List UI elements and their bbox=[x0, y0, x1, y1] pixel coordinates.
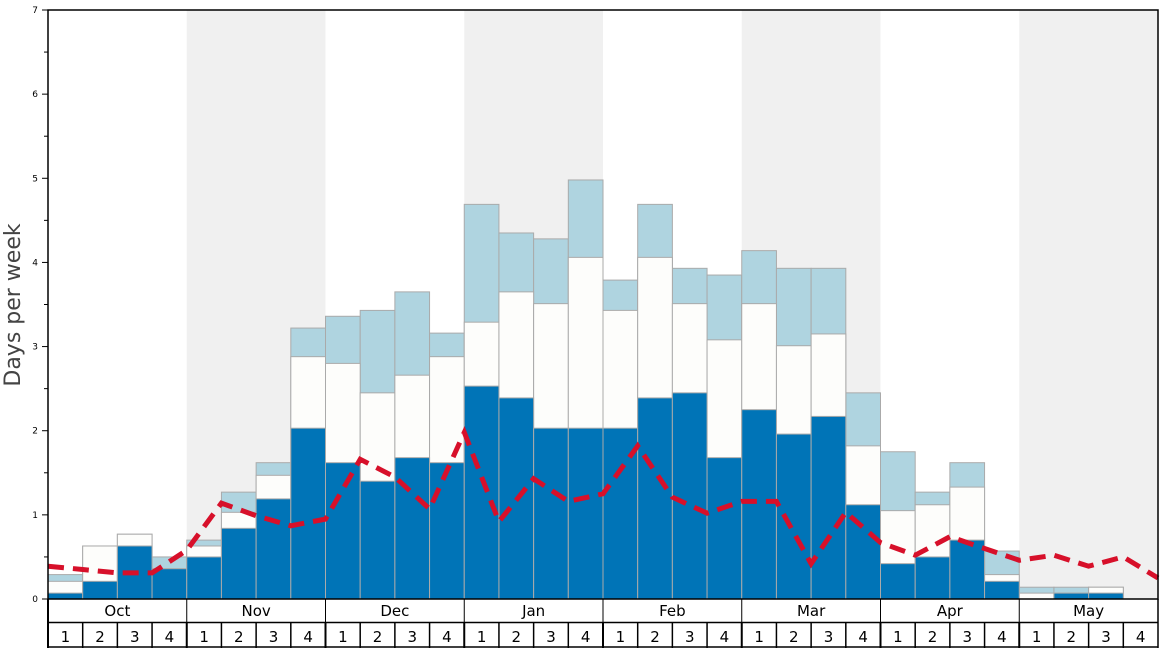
week-label: 3 bbox=[130, 628, 140, 646]
bar-dark bbox=[706, 457, 743, 600]
average-dashed-line bbox=[47, 425, 1160, 581]
week-label: 2 bbox=[928, 628, 938, 646]
week-label: 1 bbox=[893, 628, 903, 646]
month-label: Dec bbox=[380, 602, 409, 620]
bar-dark bbox=[949, 539, 986, 600]
y-tick-label: 7 bbox=[32, 6, 38, 16]
week-label: 2 bbox=[1067, 628, 1077, 646]
week-label: 1 bbox=[1032, 628, 1042, 646]
week-label: 3 bbox=[824, 628, 834, 646]
bar-dark bbox=[741, 409, 777, 600]
week-label: 2 bbox=[234, 628, 244, 646]
bar-dark bbox=[186, 556, 222, 600]
bar-dark bbox=[220, 527, 257, 600]
y-tick-label: 3 bbox=[32, 343, 38, 353]
bar-dark bbox=[775, 433, 812, 600]
week-label: 4 bbox=[581, 628, 591, 646]
week-label: 3 bbox=[407, 628, 417, 646]
week-label: 4 bbox=[997, 628, 1007, 646]
week-label: 1 bbox=[61, 628, 71, 646]
bar-dark bbox=[82, 580, 118, 600]
bar-dark bbox=[325, 462, 361, 600]
week-label: 4 bbox=[720, 628, 730, 646]
week-label: 4 bbox=[1136, 628, 1146, 646]
week-label: 4 bbox=[303, 628, 313, 646]
week-label: 1 bbox=[616, 628, 626, 646]
week-label: 4 bbox=[165, 628, 175, 646]
month-label: Apr bbox=[937, 602, 964, 620]
bar-dark bbox=[463, 385, 500, 600]
week-label: 4 bbox=[858, 628, 868, 646]
week-label: 1 bbox=[338, 628, 348, 646]
bar-dark bbox=[533, 427, 569, 600]
week-label: 2 bbox=[789, 628, 799, 646]
bar-dark bbox=[1088, 592, 1124, 600]
week-label: 1 bbox=[754, 628, 764, 646]
month-label: Jan bbox=[521, 602, 545, 620]
bar-dark bbox=[255, 498, 292, 600]
bar-dark bbox=[47, 592, 84, 600]
week-label: 2 bbox=[650, 628, 660, 646]
bar-dark bbox=[671, 392, 708, 600]
y-axis-label: Days per week bbox=[1, 223, 26, 386]
week-label: 3 bbox=[685, 628, 695, 646]
month-shade-may bbox=[1019, 10, 1158, 599]
week-label: 1 bbox=[477, 628, 487, 646]
week-label: 3 bbox=[962, 628, 972, 646]
y-tick-label: 1 bbox=[32, 511, 38, 521]
month-label: Nov bbox=[241, 602, 270, 620]
bar-dark bbox=[1053, 592, 1090, 600]
y-tick-label: 0 bbox=[32, 595, 38, 605]
bar-dark bbox=[567, 427, 604, 600]
bar-dark bbox=[914, 556, 951, 600]
month-label: Oct bbox=[104, 602, 130, 620]
y-tick-label: 5 bbox=[32, 174, 38, 184]
bar-dark bbox=[637, 397, 673, 600]
week-label: 2 bbox=[512, 628, 522, 646]
month-label: Mar bbox=[797, 602, 826, 620]
bar-dark bbox=[984, 580, 1020, 600]
bar-dark bbox=[290, 427, 326, 600]
week-label: 3 bbox=[546, 628, 556, 646]
week-label: 2 bbox=[95, 628, 105, 646]
bar-mid bbox=[1018, 592, 1055, 600]
bar-dark bbox=[429, 462, 465, 600]
bar-dark bbox=[359, 480, 396, 600]
bar-dark bbox=[880, 563, 916, 600]
week-label: 3 bbox=[269, 628, 279, 646]
week-label: 4 bbox=[442, 628, 452, 646]
week-label: 2 bbox=[373, 628, 383, 646]
y-tick-label: 2 bbox=[32, 427, 38, 437]
week-label: 3 bbox=[1101, 628, 1111, 646]
week-label: 1 bbox=[199, 628, 209, 646]
month-label: May bbox=[1073, 602, 1104, 620]
y-tick-label: 4 bbox=[32, 258, 38, 268]
bar-dark bbox=[151, 568, 188, 600]
y-tick-label: 6 bbox=[32, 90, 38, 100]
month-label: Feb bbox=[659, 602, 686, 620]
bar-dark bbox=[810, 415, 847, 600]
